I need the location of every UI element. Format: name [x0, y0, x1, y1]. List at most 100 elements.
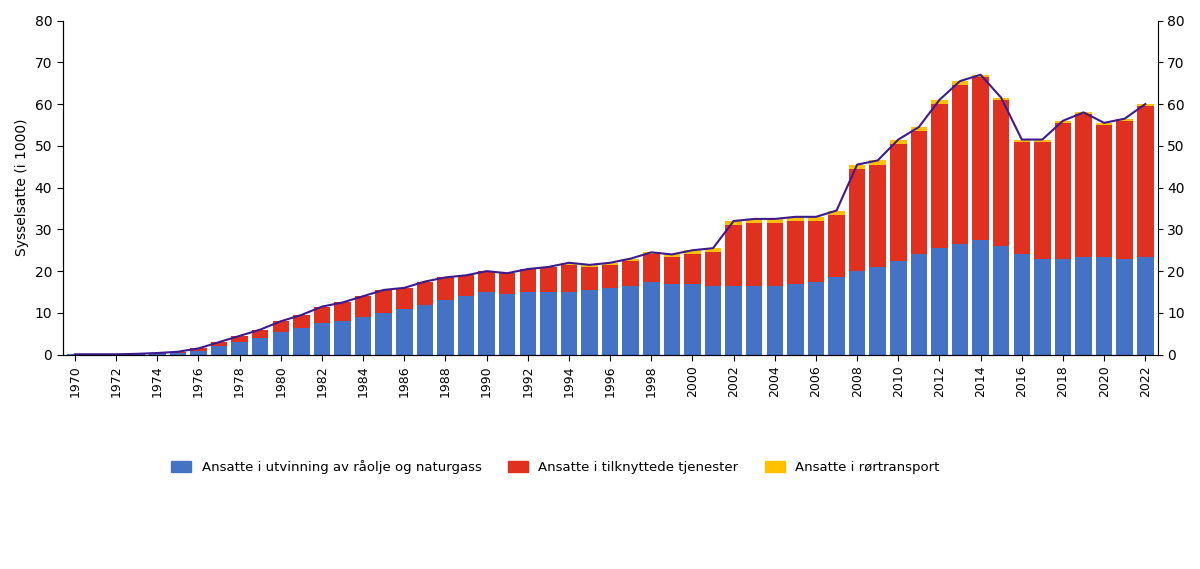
- Bar: [355, 317, 371, 354]
- Bar: [499, 294, 516, 354]
- Bar: [746, 219, 762, 223]
- Bar: [828, 215, 845, 278]
- Bar: [684, 254, 701, 284]
- Bar: [313, 323, 330, 354]
- Bar: [992, 100, 1009, 246]
- Bar: [787, 221, 804, 284]
- Bar: [870, 267, 886, 354]
- Bar: [313, 307, 330, 323]
- Bar: [623, 261, 638, 286]
- Bar: [952, 244, 968, 354]
- Bar: [664, 257, 680, 284]
- Bar: [1096, 257, 1112, 354]
- Bar: [746, 223, 762, 286]
- Bar: [272, 321, 289, 332]
- Bar: [169, 352, 186, 353]
- Bar: [458, 296, 474, 354]
- Bar: [376, 313, 392, 354]
- Bar: [911, 131, 928, 254]
- Bar: [643, 282, 660, 354]
- Bar: [1138, 106, 1153, 257]
- Bar: [602, 263, 618, 265]
- Bar: [416, 304, 433, 354]
- Bar: [211, 342, 227, 347]
- Bar: [1055, 121, 1072, 123]
- Bar: [684, 284, 701, 354]
- Bar: [355, 296, 371, 317]
- Bar: [767, 219, 784, 223]
- Bar: [972, 77, 989, 240]
- Bar: [376, 290, 392, 313]
- Bar: [808, 217, 824, 221]
- Bar: [1034, 258, 1051, 354]
- Bar: [725, 225, 742, 286]
- Bar: [211, 347, 227, 354]
- Bar: [540, 267, 557, 292]
- Bar: [808, 282, 824, 354]
- Bar: [767, 223, 784, 286]
- Bar: [1096, 125, 1112, 257]
- Bar: [437, 278, 454, 300]
- Bar: [293, 328, 310, 354]
- Bar: [1055, 258, 1072, 354]
- Bar: [540, 292, 557, 354]
- Bar: [1116, 258, 1133, 354]
- Bar: [972, 240, 989, 354]
- Bar: [787, 284, 804, 354]
- Legend: Ansatte i utvinning av råolje og naturgass, Ansatte i tilknyttede tjenester, Ans: Ansatte i utvinning av råolje og naturga…: [166, 455, 944, 479]
- Bar: [725, 286, 742, 354]
- Bar: [1075, 114, 1092, 257]
- Bar: [335, 303, 350, 321]
- Bar: [396, 309, 413, 354]
- Bar: [848, 164, 865, 169]
- Bar: [520, 292, 536, 354]
- Bar: [458, 275, 474, 296]
- Bar: [1096, 123, 1112, 125]
- Bar: [643, 252, 660, 254]
- Bar: [808, 221, 824, 282]
- Bar: [560, 292, 577, 354]
- Bar: [643, 254, 660, 282]
- Bar: [1014, 254, 1030, 354]
- Bar: [581, 265, 598, 267]
- Bar: [416, 282, 433, 304]
- Bar: [396, 288, 413, 309]
- Bar: [191, 348, 206, 351]
- Bar: [272, 332, 289, 354]
- Bar: [232, 342, 248, 354]
- Bar: [787, 217, 804, 221]
- Bar: [1138, 104, 1153, 106]
- Bar: [992, 246, 1009, 354]
- Bar: [911, 127, 928, 131]
- Bar: [704, 248, 721, 252]
- Bar: [684, 250, 701, 254]
- Bar: [1014, 142, 1030, 254]
- Bar: [1014, 139, 1030, 142]
- Bar: [746, 286, 762, 354]
- Bar: [602, 288, 618, 354]
- Bar: [479, 292, 494, 354]
- Bar: [437, 300, 454, 354]
- Bar: [232, 336, 248, 342]
- Bar: [581, 267, 598, 290]
- Bar: [952, 85, 968, 244]
- Bar: [664, 284, 680, 354]
- Bar: [848, 271, 865, 354]
- Bar: [149, 353, 166, 354]
- Bar: [293, 315, 310, 328]
- Bar: [992, 98, 1009, 100]
- Y-axis label: Sysselsatte (i 1000): Sysselsatte (i 1000): [14, 119, 29, 257]
- Bar: [252, 338, 269, 354]
- Bar: [828, 211, 845, 215]
- Bar: [1055, 123, 1072, 258]
- Bar: [870, 164, 886, 267]
- Bar: [828, 278, 845, 354]
- Bar: [560, 263, 577, 265]
- Bar: [1075, 113, 1092, 114]
- Bar: [890, 144, 906, 261]
- Bar: [252, 329, 269, 338]
- Bar: [767, 286, 784, 354]
- Bar: [704, 252, 721, 286]
- Bar: [602, 265, 618, 288]
- Bar: [169, 353, 186, 354]
